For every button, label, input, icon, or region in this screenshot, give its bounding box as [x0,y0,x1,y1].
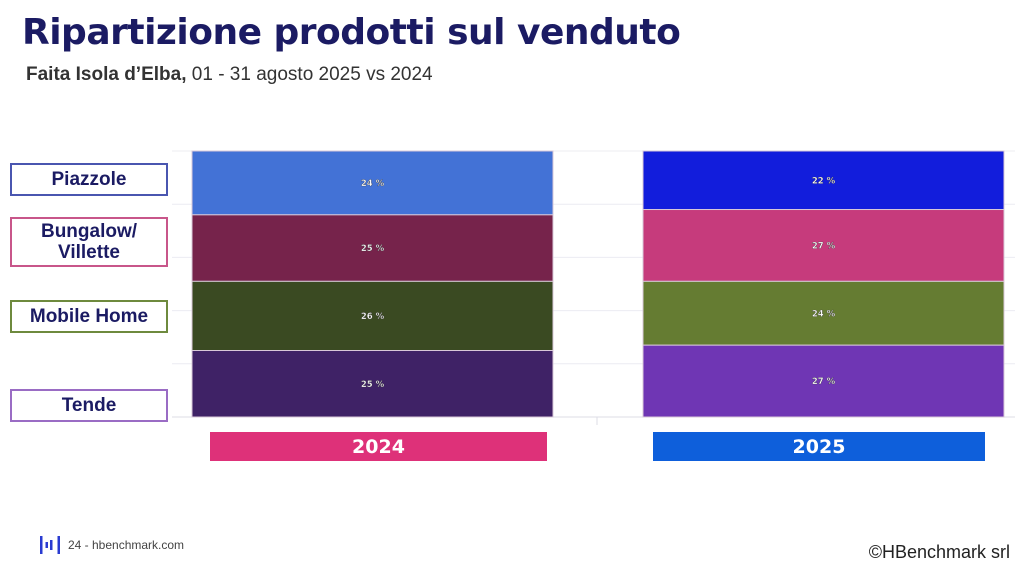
subtitle-period: 01 - 31 agosto 2025 vs 2024 [186,64,433,85]
data-label: 25 % [361,380,385,390]
bar-segment-2025-piazzole [642,150,1005,211]
data-label: 27 % [812,241,836,251]
category-label-bungalow: Bungalow/ Villette [10,217,168,267]
bar-segment-2025-mobile-home [642,280,1005,346]
category-label-mobile-home: Mobile Home [10,300,168,333]
data-label: 25 % [361,244,385,254]
page-title: Ripartizione prodotti sul venduto [22,12,681,53]
data-label: 27 % [812,377,836,387]
year-label-2024: 2024 [210,432,547,461]
bar-segment-2025-tende [642,344,1005,418]
page-subtitle: Faita Isola d’Elba, 01 - 31 agosto 2025 … [26,64,433,86]
bar-segment-2024-piazzole [191,150,554,216]
data-label: 24 % [361,179,385,189]
year-label-text: 2024 [352,435,405,458]
hbenchmark-logo-icon [40,536,60,554]
category-label-text: Tende [61,395,117,416]
category-label-piazzole: Piazzole [10,163,168,196]
subtitle-location: Faita Isola d’Elba, [26,64,187,85]
copyright-text: ©HBenchmark srl [868,542,1010,562]
category-label-tende: Tende [10,389,168,422]
year-label-text: 2025 [792,435,846,458]
category-label-text: Piazzole [51,169,127,190]
bar-segment-2024-bungalow-villette [191,214,554,282]
data-label: 26 % [361,312,385,322]
footer-page-info: 24 - hbenchmark.com [40,536,184,554]
bar-segment-2024-tende [191,350,554,418]
footer-page-text: 24 - hbenchmark.com [68,538,185,552]
bar-segment-2024-mobile-home [191,280,554,351]
data-label: 22 % [812,176,836,186]
data-label: 24 % [812,309,836,319]
bar-segment-2025-bungalow-villette [642,209,1005,282]
category-label-text: Bungalow/ Villette [40,221,138,263]
category-label-text: Mobile Home [29,306,149,327]
year-label-2025: 2025 [653,432,985,461]
